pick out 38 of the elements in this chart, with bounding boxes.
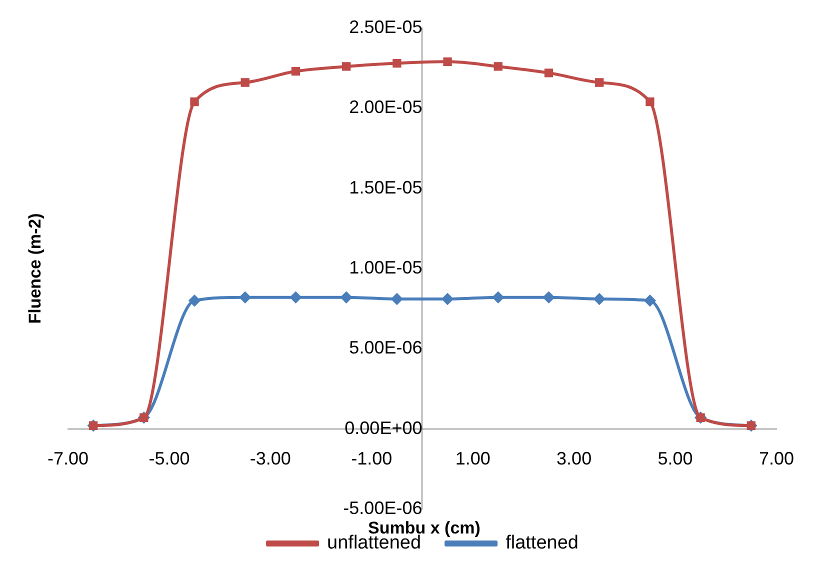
point xyxy=(644,295,656,306)
point xyxy=(190,97,199,106)
y-tick-label: 1.50E-05 xyxy=(349,177,422,198)
x-tick-label: 5.00 xyxy=(658,448,693,469)
legend-label: unflattened xyxy=(327,532,422,554)
point xyxy=(290,292,302,303)
legend-label: flattened xyxy=(506,532,578,554)
x-tick-label: -3.00 xyxy=(250,448,291,469)
point xyxy=(594,293,605,304)
point xyxy=(442,293,454,304)
point xyxy=(291,66,300,76)
y-tick-label: 2.00E-05 xyxy=(349,97,422,118)
y-tick-label: -5.00E-06 xyxy=(343,498,422,518)
point xyxy=(492,292,504,303)
y-tick-label: 0.00E+00 xyxy=(344,418,422,438)
x-tick-label: -1.00 xyxy=(351,448,392,469)
x-tick-label: -7.00 xyxy=(47,448,89,469)
point xyxy=(392,58,402,68)
point xyxy=(543,292,554,303)
y-tick-label: 1.00E-05 xyxy=(349,257,422,278)
point xyxy=(189,295,200,306)
point xyxy=(240,292,251,303)
x-tick-label: 3.00 xyxy=(556,448,592,469)
y-tick-label: 2.50E-05 xyxy=(349,16,422,37)
x-tick-label: -5.00 xyxy=(148,448,190,469)
x-tick-label: 1.00 xyxy=(455,448,490,469)
point xyxy=(494,62,502,71)
point xyxy=(342,62,351,71)
point xyxy=(240,78,250,87)
point xyxy=(443,57,452,66)
point xyxy=(646,97,654,106)
point xyxy=(544,68,554,78)
point xyxy=(391,293,402,304)
x-tick-label: 7.00 xyxy=(758,448,794,469)
y-tick-label: 5.00E-06 xyxy=(349,338,422,358)
point xyxy=(340,292,352,303)
y-axis-title: Fluence (m-2) xyxy=(26,213,45,324)
point xyxy=(595,78,604,87)
